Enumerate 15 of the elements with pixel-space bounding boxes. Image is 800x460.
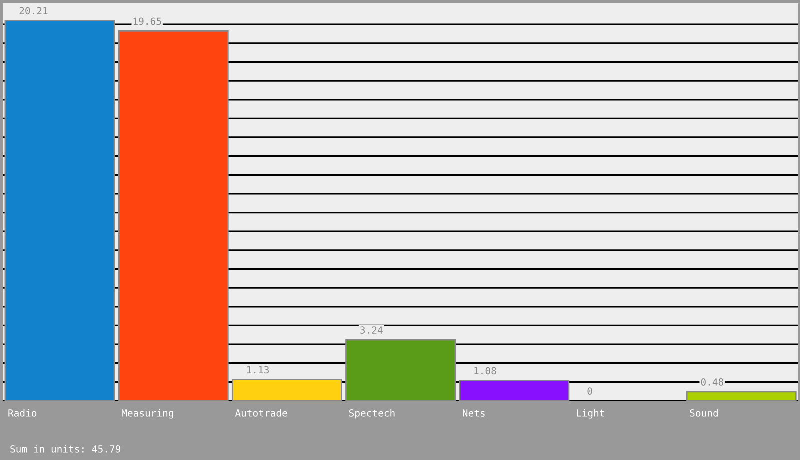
data-label: 3.24 — [360, 326, 383, 334]
data-label: 20.21 — [20, 7, 48, 15]
x-tick-label: Radio — [8, 409, 37, 417]
data-label: 19.65 — [134, 18, 162, 26]
data-label: 1.08 — [474, 367, 496, 375]
x-tick-label: Measuring — [122, 409, 174, 419]
x-tick-label: Spectech — [349, 409, 395, 419]
x-tick-label: Sound — [690, 409, 718, 417]
x-tick-label: Autotrade — [235, 409, 288, 417]
text: Sum in units: 45.79 — [10, 445, 121, 453]
x-tick-label: Nets — [463, 410, 485, 417]
data-label: 1.13 — [247, 366, 269, 374]
data-label: 0 — [588, 388, 592, 395]
x-tick-label: Light — [577, 409, 604, 419]
data-label: 0.48 — [701, 378, 724, 386]
